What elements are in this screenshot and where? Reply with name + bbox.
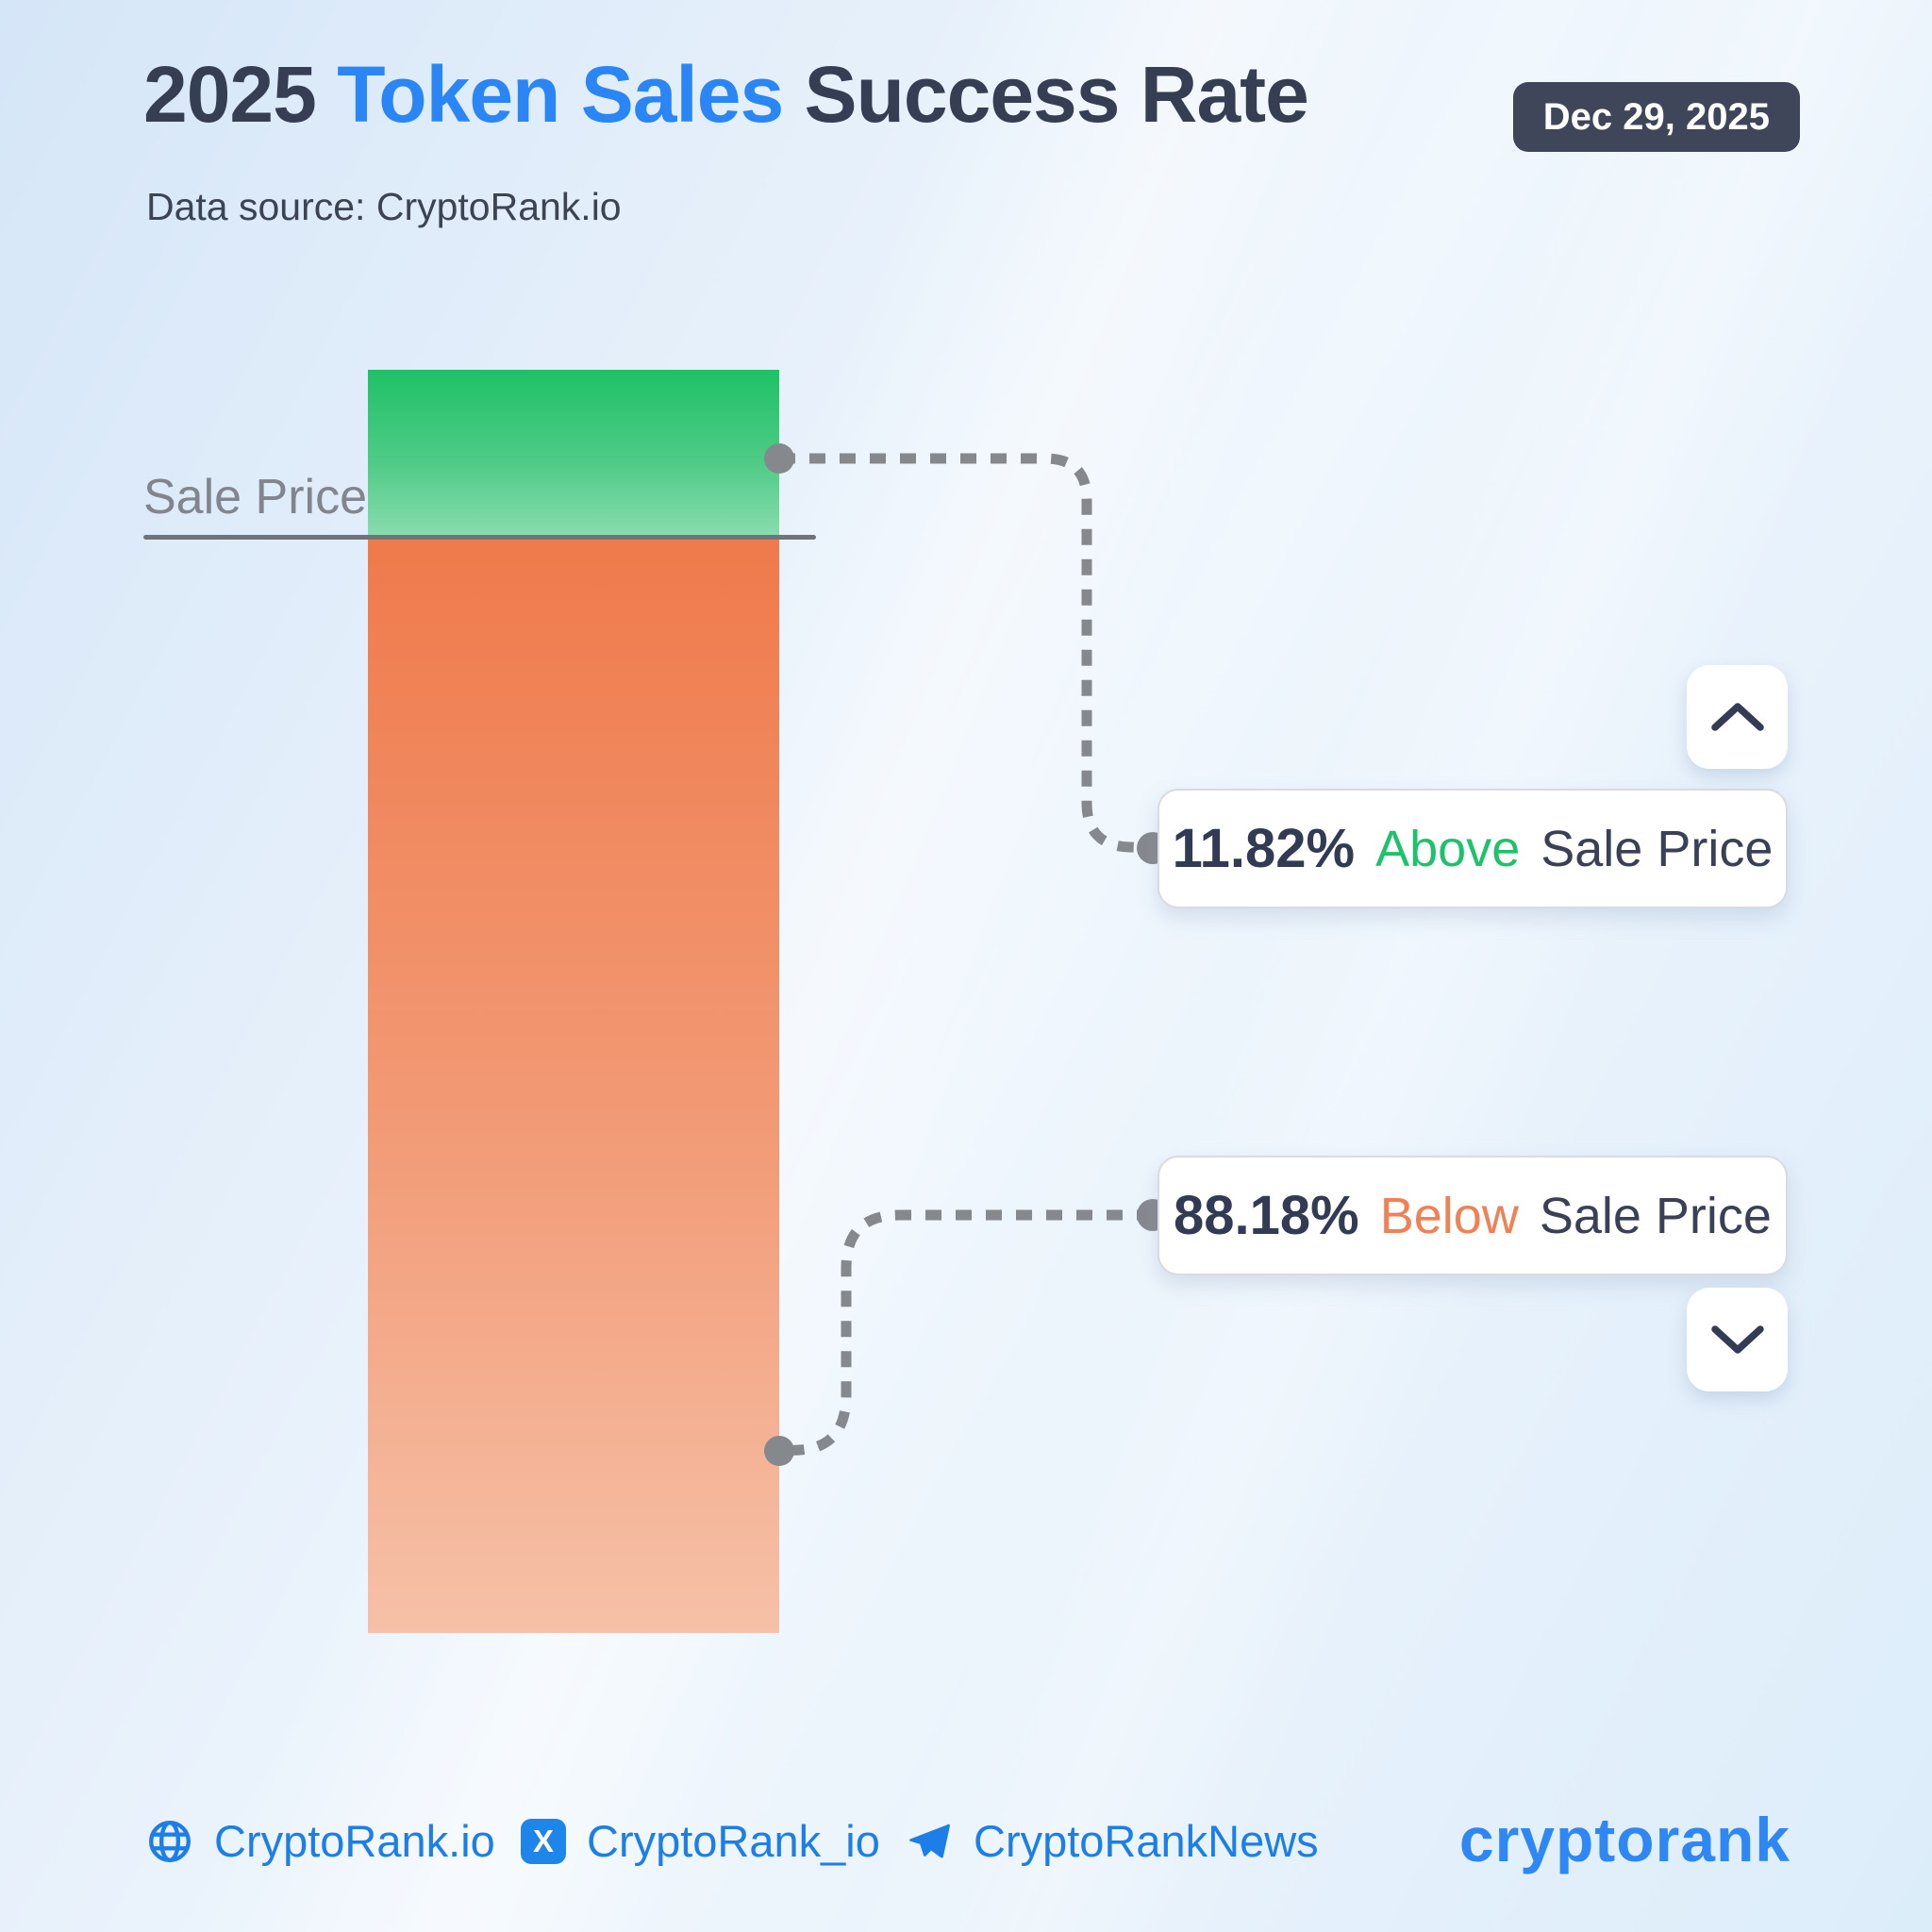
footer-link-x[interactable]: X CryptoRank_io — [521, 1815, 880, 1867]
above-word: Above — [1375, 820, 1521, 877]
telegram-icon — [909, 1824, 950, 1857]
sale-price-axis-label: Sale Price — [143, 470, 367, 525]
above-sale-price-card: 11.82% Above Sale Price — [1158, 789, 1788, 908]
footer-link-website[interactable]: CryptoRank.io — [146, 1815, 495, 1867]
title-suffix: Success Rate — [783, 50, 1309, 139]
below-sale-price-card: 88.18% Below Sale Price — [1158, 1156, 1788, 1275]
x-twitter-icon: X — [521, 1818, 566, 1864]
connector-above — [779, 453, 1154, 854]
chevron-down-button[interactable] — [1687, 1288, 1788, 1391]
page-title: 2025 Token Sales Success Rate — [143, 49, 1309, 141]
title-accent: Token Sales — [337, 50, 784, 139]
footer-link-telegram-label: CryptoRankNews — [974, 1816, 1319, 1866]
cryptorank-logo: cryptorank — [1458, 1805, 1790, 1874]
date-badge: Dec 29, 2025 — [1512, 82, 1800, 152]
bar-segment-below-sale-price — [368, 538, 779, 1633]
above-percent: 11.82% — [1172, 818, 1356, 879]
below-rest-label: Sale Price — [1539, 1187, 1772, 1244]
token-sales-bar — [368, 370, 779, 1633]
footer-link-website-label: CryptoRank.io — [214, 1816, 495, 1866]
footer-link-x-label: CryptoRank_io — [587, 1816, 880, 1866]
chevron-up-button[interactable] — [1687, 665, 1788, 769]
above-rest-label: Sale Price — [1541, 820, 1774, 877]
connector-below — [778, 1209, 1153, 1457]
below-word: Below — [1379, 1187, 1519, 1244]
globe-icon — [149, 1820, 191, 1862]
x-glyph: X — [532, 1823, 554, 1858]
bar-segment-above-sale-price — [368, 370, 779, 538]
title-prefix: 2025 — [143, 50, 338, 139]
sale-price-baseline — [143, 535, 816, 540]
data-source-subtitle: Data source: CryptoRank.io — [146, 185, 622, 228]
chevron-up-icon — [1710, 703, 1764, 731]
chevron-down-icon — [1710, 1325, 1764, 1354]
footer-link-telegram[interactable]: CryptoRankNews — [906, 1815, 1319, 1867]
below-percent: 88.18% — [1174, 1185, 1359, 1246]
